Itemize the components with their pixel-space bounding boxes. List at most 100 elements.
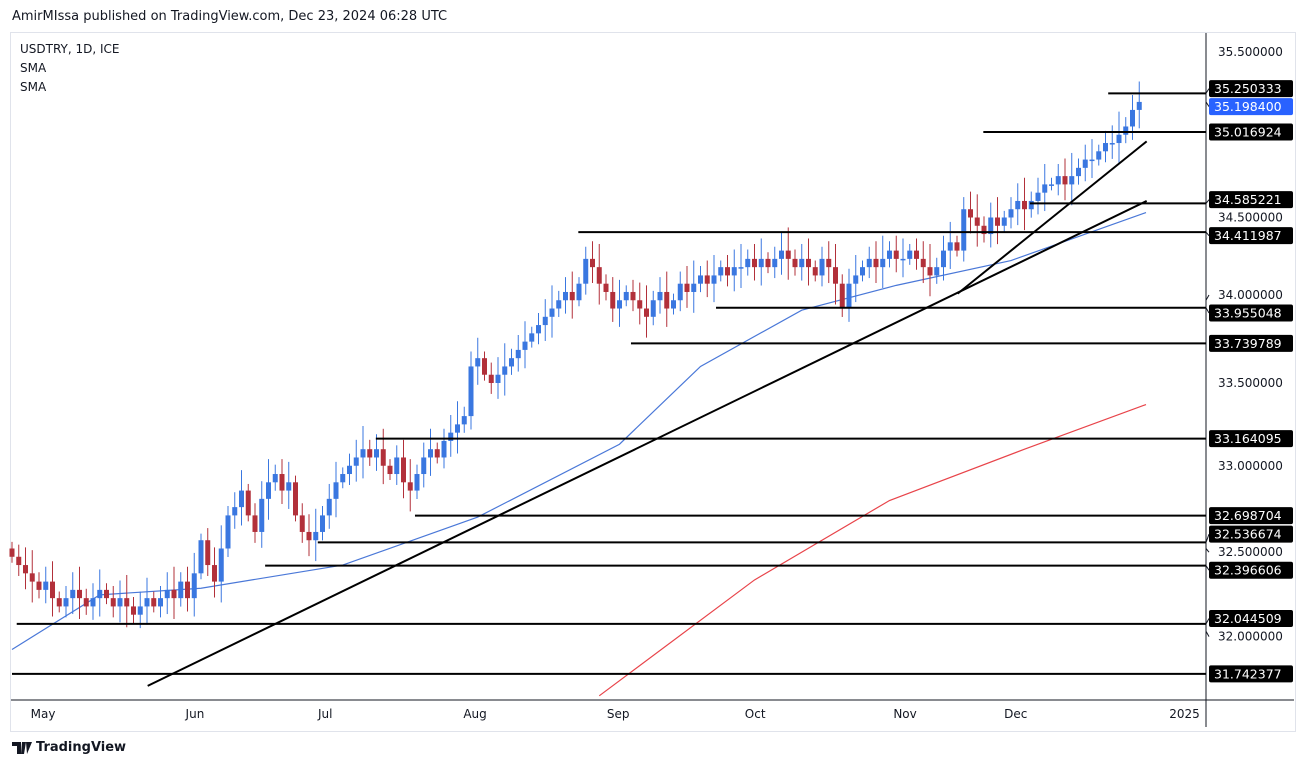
candle — [1116, 111, 1122, 164]
candle-body — [212, 565, 217, 582]
candle — [954, 235, 960, 257]
candle — [603, 274, 609, 301]
candle-body — [846, 283, 852, 309]
candle — [502, 343, 508, 396]
candle-body — [590, 258, 595, 268]
candle-body — [826, 258, 832, 268]
candle — [239, 470, 244, 526]
y-tick-label: 33.000000 — [1218, 459, 1283, 473]
price-level-label: 34.585221 — [1214, 192, 1282, 207]
candle-body — [725, 267, 730, 276]
candle-body — [104, 589, 109, 599]
candle-body — [306, 531, 312, 541]
candle-body — [799, 258, 805, 268]
candle — [974, 194, 980, 247]
candle-body — [1130, 109, 1135, 127]
candle — [704, 260, 710, 298]
candle-body — [1136, 101, 1142, 110]
candle — [367, 439, 373, 466]
candle — [779, 232, 784, 275]
legend-symbol[interactable]: USDTRY, 1D, ICE — [20, 42, 120, 56]
candle-body — [77, 589, 82, 599]
price-level-tag — [1209, 334, 1293, 352]
candle-body — [914, 250, 919, 259]
candle — [671, 293, 676, 315]
candle — [252, 503, 258, 543]
candle — [16, 544, 22, 576]
price-level-tag — [1209, 304, 1293, 322]
legend-sma-1[interactable]: SMA — [20, 61, 47, 75]
candle-body — [151, 598, 157, 607]
x-tick-label: Jun — [185, 707, 205, 721]
candle — [893, 235, 899, 273]
candle — [218, 525, 224, 603]
candle — [556, 290, 562, 317]
chart-frame — [10, 32, 1296, 732]
candle — [981, 216, 987, 243]
candle-body — [326, 498, 332, 516]
candle — [1028, 191, 1034, 218]
candle-body — [441, 440, 447, 458]
candle-body — [515, 349, 521, 359]
label-connector — [1205, 618, 1210, 625]
candle — [583, 246, 589, 295]
candle-body — [475, 358, 481, 367]
candle — [731, 249, 737, 292]
x-tick-label: Dec — [1004, 707, 1027, 721]
tradingview-logo[interactable]: TradingView — [12, 740, 126, 755]
candle-body — [360, 449, 366, 458]
candle — [839, 274, 845, 317]
candle-body — [637, 300, 643, 309]
candle-body — [117, 598, 123, 607]
published-header: AmirMIssa published on TradingView.com, … — [12, 9, 448, 24]
candle-body — [225, 515, 231, 549]
candle-body — [1001, 217, 1007, 226]
candle — [529, 326, 535, 348]
candle — [1015, 183, 1021, 226]
candle — [272, 464, 278, 491]
candle-body — [1062, 176, 1068, 185]
candle — [596, 243, 602, 305]
candle-body — [218, 548, 224, 582]
price-level-label: 33.955048 — [1214, 305, 1282, 320]
candle — [83, 588, 89, 615]
candle-body — [745, 258, 751, 268]
last-price-label: 35.198400 — [1214, 99, 1282, 114]
candle — [1089, 139, 1095, 178]
candle — [9, 541, 15, 563]
label-connector — [1205, 548, 1210, 553]
candle — [482, 351, 487, 381]
candle-body — [70, 589, 76, 599]
x-tick-label: May — [31, 707, 56, 721]
candle — [205, 528, 211, 576]
chart-legend: USDTRY, 1D, ICE SMA SMA — [20, 40, 120, 97]
candle-body — [536, 325, 541, 334]
candle — [576, 277, 582, 307]
candle-body — [347, 465, 352, 475]
price-level-tag — [1209, 525, 1293, 543]
candle — [745, 249, 751, 276]
candle-body — [16, 556, 22, 566]
label-connector — [1205, 88, 1210, 94]
candle-body — [860, 267, 865, 276]
candle — [29, 550, 35, 603]
candle-body — [934, 267, 940, 276]
price-level-label: 35.250333 — [1214, 81, 1282, 96]
candle — [380, 428, 386, 485]
candle — [887, 241, 892, 268]
candle-body — [63, 598, 69, 607]
candle — [299, 503, 305, 543]
candle — [104, 583, 109, 605]
tradingview-logo-icon — [12, 741, 32, 754]
candle — [171, 566, 177, 620]
candle — [387, 459, 393, 480]
candle — [907, 243, 913, 265]
candle — [286, 461, 292, 509]
candle — [542, 299, 548, 341]
candle-body — [988, 217, 994, 235]
legend-sma-2[interactable]: SMA — [20, 80, 47, 94]
candle-body — [657, 291, 663, 301]
candle-body — [671, 300, 676, 309]
candle-body — [1082, 159, 1088, 168]
